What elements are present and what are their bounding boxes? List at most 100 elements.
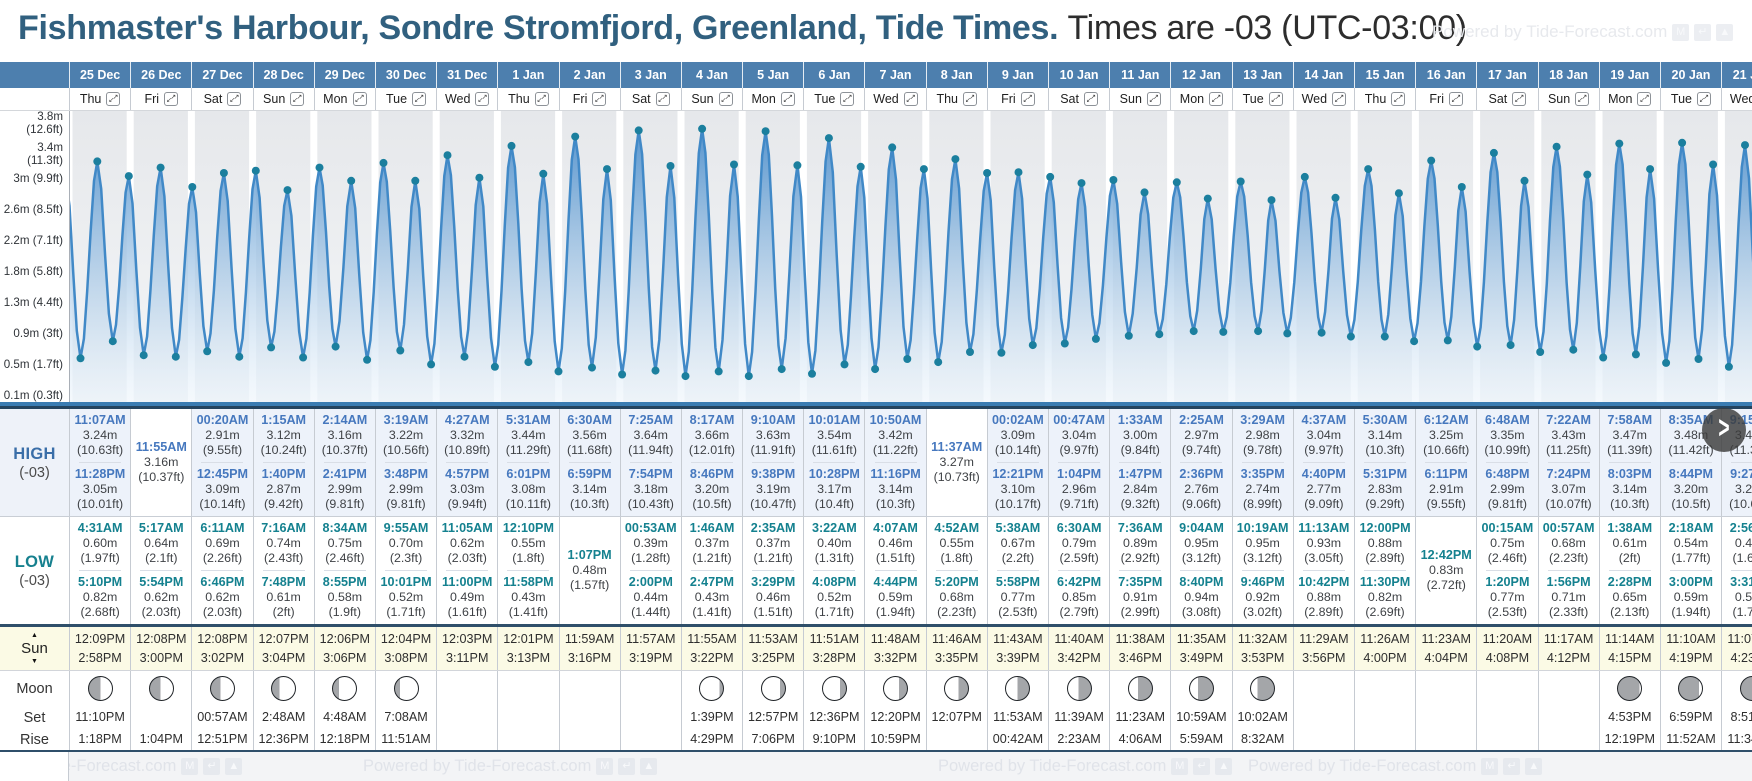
day-of-week-label: Thu xyxy=(508,92,530,106)
tide-entry: 10:01PM 0.52m (1.71ft) xyxy=(380,575,432,619)
tide-entry: 10:50AM 3.42m (11.22ft) xyxy=(869,413,922,457)
moonset-cell: 4:53PM xyxy=(1598,706,1660,729)
expand-day-icon[interactable]: ↗ ↙ xyxy=(1637,92,1652,106)
sun-times-cell: 11:59AM 3:16PM xyxy=(558,627,620,670)
tide-entry: 9:38PM 3.19m (10.47ft) xyxy=(750,467,797,511)
date-label: 21 Jan xyxy=(1732,68,1752,82)
sunrise-time: 11:10AM xyxy=(1666,631,1716,646)
sunrise-time: 11:40AM xyxy=(1054,631,1104,646)
expand-day-icon[interactable]: ↗ ↙ xyxy=(290,92,305,106)
sun-times-cell: 11:29AM 3:56PM xyxy=(1292,627,1354,670)
expand-day-icon[interactable]: ↗ ↙ xyxy=(962,92,977,106)
watermark-icon: ▲ xyxy=(1215,758,1233,775)
moon-label: Moon xyxy=(16,680,53,697)
moonset-time: 7:08AM xyxy=(384,710,428,724)
date-label: 7 Jan xyxy=(879,68,912,82)
moonset-cell xyxy=(1476,706,1537,729)
watermark-icon: M xyxy=(1481,758,1499,775)
expand-day-icon[interactable]: ↗ ↙ xyxy=(840,92,855,106)
timezone-note-text: Times are -03 (UTC-03:00) xyxy=(1067,9,1467,47)
day-of-week-label: Sun xyxy=(691,92,714,106)
date-cell: 15 Jan xyxy=(1353,62,1415,88)
moon-phase-cell xyxy=(1048,671,1109,706)
tide-entry: 6:11PM 2.91m (9.55ft) xyxy=(1424,467,1468,511)
day-of-week-label: Sat xyxy=(203,92,223,106)
expand-day-icon[interactable]: ↗ ↙ xyxy=(164,92,179,106)
expand-day-icon[interactable]: ↗ ↙ xyxy=(718,92,733,106)
moon-phase-cell xyxy=(1170,671,1231,706)
moon-phase-icon xyxy=(1127,676,1153,701)
sun-times-cell: 12:08PM 3:02PM xyxy=(191,627,252,670)
low-tide-cell: 5:38AM 0.67m (2.2ft) 5:58PM 0.77m (2.53ft) xyxy=(986,517,1048,624)
tide-entry: 11:13AM 0.93m (3.05ft) xyxy=(1298,521,1350,565)
low-tide-cell: 6:30AM 0.79m (2.59ft) 6:42PM 0.85m (2.79ft) xyxy=(1048,517,1110,624)
day-cell: Fri ↗ ↙ xyxy=(130,88,191,110)
day-cell: Sat ↗ ↙ xyxy=(1476,88,1537,110)
sunset-time: 4:08PM xyxy=(1485,650,1530,665)
moon-phase-icon xyxy=(760,676,786,701)
tide-entry: 6:11AM 0.69m (2.26ft) xyxy=(200,521,245,565)
date-label: 11 Jan xyxy=(1121,68,1160,82)
tide-entry: 5:31PM 2.83m (9.29ft) xyxy=(1362,467,1408,511)
expand-day-icon[interactable]: ↗ ↙ xyxy=(1449,92,1463,106)
moonset-cell: 12:20PM xyxy=(864,706,925,729)
day-of-week-label: Wed xyxy=(873,92,899,106)
moonrise-time: 11:52AM xyxy=(1666,732,1716,746)
low-tide-cell: 2:18AM 0.54m (1.77ft) 3:00PM 0.59m (1.94ft) xyxy=(1659,517,1722,624)
sunrise-time: 11:14AM xyxy=(1605,631,1655,646)
day-of-week-label: Mon xyxy=(1179,92,1205,106)
expand-day-icon[interactable]: ↗ ↙ xyxy=(592,92,607,106)
expand-day-icon[interactable]: ↗ ↙ xyxy=(1575,92,1590,106)
tide-entry: 11:55AM 3.16m (10.37ft) xyxy=(135,440,187,484)
moon-phase-cell xyxy=(1659,671,1721,706)
expand-day-icon[interactable]: ↗ ↙ xyxy=(1083,92,1098,106)
sunset-time: 4:04PM xyxy=(1424,650,1468,665)
tide-entry: 3:00PM 0.59m (1.94ft) xyxy=(1668,575,1714,619)
moon-phase-icon xyxy=(1005,676,1031,701)
day-of-week-label: Wed xyxy=(1729,92,1752,106)
sunrise-time: 11:53AM xyxy=(748,631,798,646)
tide-entry: 1:04PM 2.96m (9.71ft) xyxy=(1057,467,1102,511)
sunset-time: 4:19PM xyxy=(1669,650,1713,665)
sunrise-time: 12:09PM xyxy=(74,631,126,646)
date-label: 25 Dec xyxy=(79,68,121,82)
location-title: Fishmaster's Harbour, Sondre Stromfjord,… xyxy=(18,9,1059,47)
low-tide-cell: 8:34AM 0.75m (2.46ft) 8:55PM 0.58m (1.9ft) xyxy=(313,517,375,624)
tide-entry: 9:55AM 0.70m (2.3ft) xyxy=(383,521,429,565)
low-tide-cell: 11:13AM 0.93m (3.05ft) 10:42PM 0.88m (2.89ft) xyxy=(1292,517,1354,624)
day-cell: Mon ↗ ↙ xyxy=(1170,88,1231,110)
low-tide-cell: 4:31AM 0.60m (1.97ft) 5:10PM 0.82m (2.68ft) xyxy=(69,517,131,624)
expand-day-icon[interactable]: ↗ ↙ xyxy=(352,92,367,106)
moon-phase-cell xyxy=(313,671,375,706)
expand-day-icon[interactable]: ↗ ↙ xyxy=(227,92,242,106)
expand-day-icon[interactable]: ↗ ↙ xyxy=(1209,92,1224,106)
tide-curve-svg xyxy=(0,111,1752,409)
moon-phase-icon xyxy=(1188,676,1214,701)
tide-entry: 8:44PM 3.20m (10.5ft) xyxy=(1668,467,1714,511)
expand-day-icon[interactable]: ↗ ↙ xyxy=(412,92,427,106)
tide-entry: 2:35AM 0.37m (1.21ft) xyxy=(750,521,796,565)
rise-label: Rise xyxy=(19,731,49,748)
expand-day-icon[interactable]: ↗ ↙ xyxy=(903,92,918,106)
expand-day-icon[interactable]: ↗ ↙ xyxy=(1146,92,1161,106)
expand-day-icon[interactable]: ↗ ↙ xyxy=(106,92,121,106)
tide-entry: 4:44PM 0.59m (1.94ft) xyxy=(873,575,918,619)
expand-day-icon[interactable]: ↗ ↙ xyxy=(1697,92,1711,106)
moon-phase-cell xyxy=(252,671,314,706)
expand-day-icon[interactable]: ↗ ↙ xyxy=(1391,92,1406,106)
expand-day-icon[interactable]: ↗ ↙ xyxy=(1020,92,1035,106)
moonset-cell xyxy=(1353,706,1415,729)
moonset-cell: 1:39PM xyxy=(680,706,742,729)
expand-day-icon[interactable]: ↗ ↙ xyxy=(1332,92,1347,106)
moonset-cell xyxy=(497,706,558,729)
expand-day-icon[interactable]: ↗ ↙ xyxy=(655,92,670,106)
expand-day-icon[interactable]: ↗ ↙ xyxy=(534,92,549,106)
tide-entry: 6:30AM 0.79m (2.59ft) xyxy=(1056,521,1102,565)
expand-day-icon[interactable]: ↗ ↙ xyxy=(780,92,795,106)
expand-day-icon[interactable]: ↗ ↙ xyxy=(1512,92,1527,106)
next-days-button[interactable]: > xyxy=(1702,408,1746,452)
expand-day-icon[interactable]: ↗ ↙ xyxy=(475,92,490,106)
watermark-icon: M xyxy=(596,758,614,775)
expand-day-icon[interactable]: ↗ ↙ xyxy=(1268,92,1283,106)
